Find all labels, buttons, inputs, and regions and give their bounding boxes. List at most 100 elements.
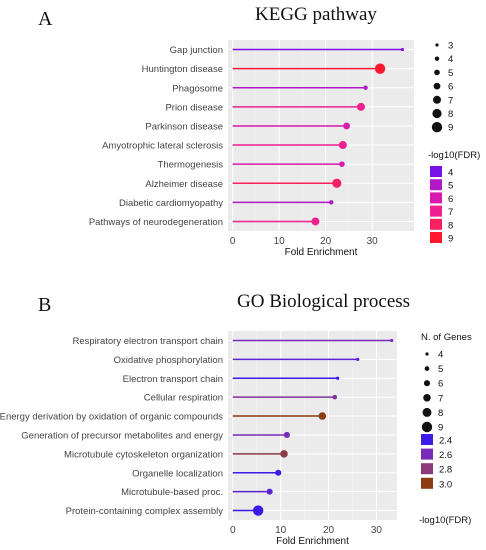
x-tick-label: 20 bbox=[320, 236, 332, 247]
color-legend-swatch bbox=[430, 166, 442, 177]
lollipop-dot bbox=[400, 47, 404, 52]
size-legend-label: 8 bbox=[448, 109, 453, 120]
y-tick-label: Microtubule-based proc. bbox=[121, 487, 223, 498]
color-legend-swatch bbox=[430, 192, 442, 204]
color-legend-swatch bbox=[430, 218, 442, 230]
color-legend-title: -log10(FDR) bbox=[419, 515, 471, 526]
lollipop-dot bbox=[275, 469, 282, 476]
y-tick-label: Respiratory electron transport chain bbox=[73, 336, 224, 347]
size-legend-label: 4 bbox=[448, 54, 453, 65]
color-legend-label: 2.4 bbox=[439, 436, 452, 447]
y-tick-label: Protein-containing complex assembly bbox=[66, 506, 224, 517]
size-legend-dot bbox=[423, 394, 431, 402]
size-legend-label: 3 bbox=[448, 41, 453, 52]
lollipop-dot bbox=[318, 412, 327, 420]
color-legend-label: 5 bbox=[448, 181, 453, 192]
y-tick-label: Huntington disease bbox=[142, 64, 223, 75]
color-legend-swatch bbox=[430, 232, 442, 243]
color-legend-swatch bbox=[430, 205, 442, 217]
size-legend-dot bbox=[423, 380, 431, 387]
plot-panel-1 bbox=[228, 331, 397, 520]
lollipop-dot bbox=[339, 161, 345, 167]
size-legend-dot bbox=[431, 122, 443, 133]
y-tick-label: Diabetic cardiomyopathy bbox=[119, 198, 223, 209]
size-legend-label: 8 bbox=[438, 408, 443, 419]
color-legend-swatch bbox=[421, 477, 433, 489]
size-legend-label: 9 bbox=[448, 123, 453, 134]
color-legend-label: 3.0 bbox=[439, 479, 452, 490]
lollipop-dot bbox=[356, 357, 360, 361]
lollipop-dot bbox=[311, 217, 320, 226]
color-legend-swatch bbox=[421, 448, 433, 460]
color-legend-label: 9 bbox=[448, 234, 453, 245]
y-tick-label: Electron transport chain bbox=[123, 374, 223, 385]
size-legend-label: 9 bbox=[438, 423, 443, 434]
x-tick-label: 0 bbox=[230, 236, 236, 247]
color-legend-title: -log10(FDR) bbox=[428, 150, 480, 161]
lollipop-dot bbox=[332, 394, 338, 400]
size-legend-dot bbox=[422, 407, 432, 417]
y-tick-label: Amyotrophic lateral sclerosis bbox=[102, 141, 223, 152]
size-legend-label: 7 bbox=[448, 95, 453, 106]
lollipop-dot bbox=[329, 200, 334, 205]
color-legend-swatch bbox=[421, 463, 433, 475]
lollipop-dot bbox=[266, 488, 273, 495]
color-legend-label: 2.6 bbox=[439, 450, 452, 461]
y-tick-label: Oxidative phosphorylation bbox=[114, 355, 223, 366]
y-tick-label: Thermogenesis bbox=[158, 160, 224, 171]
y-tick-label: Microtubule cytoskeleton organization bbox=[64, 449, 223, 460]
y-tick-label: Alzheimer disease bbox=[145, 179, 223, 190]
x-tick-label: 20 bbox=[323, 525, 335, 536]
panel-a-label: A bbox=[38, 8, 53, 30]
lollipop-dot bbox=[336, 376, 340, 380]
y-tick-label: Organelle localization bbox=[132, 468, 223, 479]
size-legend-dot bbox=[434, 56, 440, 61]
size-legend-dot bbox=[425, 352, 429, 356]
size-legend-dot bbox=[434, 69, 440, 76]
color-legend-label: 2.8 bbox=[439, 465, 452, 476]
lollipop-dot bbox=[343, 122, 350, 130]
lollipop-dot bbox=[252, 505, 264, 516]
color-legend-label: 6 bbox=[448, 194, 453, 205]
x-tick-label: 10 bbox=[274, 236, 286, 247]
size-legend-label: 4 bbox=[438, 350, 443, 361]
lollipop-dot bbox=[332, 178, 342, 188]
size-legend-label: 6 bbox=[438, 379, 443, 390]
size-legend-label: 6 bbox=[448, 82, 453, 93]
x-tick-label: 10 bbox=[275, 525, 287, 536]
y-tick-label: Generation of precursor metabolites and … bbox=[21, 430, 223, 441]
color-legend-swatch bbox=[430, 179, 442, 191]
lollipop-dot bbox=[390, 338, 394, 343]
x-tick-label: 30 bbox=[371, 525, 383, 536]
panel-b-label: B bbox=[38, 294, 52, 316]
color-legend-label: 4 bbox=[448, 168, 453, 179]
size-legend-dot bbox=[424, 366, 430, 371]
y-tick-label: Gap junction bbox=[170, 45, 223, 56]
size-legend-label: 5 bbox=[448, 68, 453, 79]
size-legend-dot bbox=[432, 108, 442, 119]
size-legend-dot bbox=[421, 421, 433, 433]
lollipop-dot bbox=[283, 431, 290, 438]
x-axis-title: Fold Enrichment bbox=[276, 536, 349, 547]
lollipop-dot bbox=[374, 63, 386, 74]
size-legend-dot bbox=[433, 82, 441, 90]
lollipop-dot bbox=[363, 85, 368, 90]
color-legend-label: 7 bbox=[448, 207, 453, 218]
lollipop-dot bbox=[356, 102, 365, 111]
y-tick-label: Phagosome bbox=[172, 83, 223, 94]
color-legend-swatch bbox=[421, 434, 433, 445]
y-tick-label: Prion disease bbox=[165, 102, 223, 113]
size-legend-dot bbox=[433, 95, 441, 104]
y-tick-label: Energy derivation by oxidation of organi… bbox=[0, 412, 223, 423]
x-tick-label: 30 bbox=[367, 236, 379, 247]
kegg-chart-title: KEGG pathway bbox=[255, 4, 377, 25]
size-legend-label: 5 bbox=[438, 364, 443, 375]
go-chart-title: GO Biological process bbox=[237, 291, 411, 312]
size-legend-dot bbox=[435, 43, 439, 47]
size-legend-title: N. of Genes bbox=[421, 332, 472, 343]
x-axis-title: Fold Enrichment bbox=[285, 247, 358, 258]
y-tick-label: Parkinson disease bbox=[145, 121, 223, 132]
color-legend-label: 8 bbox=[448, 220, 453, 231]
lollipop-dot bbox=[280, 450, 288, 458]
